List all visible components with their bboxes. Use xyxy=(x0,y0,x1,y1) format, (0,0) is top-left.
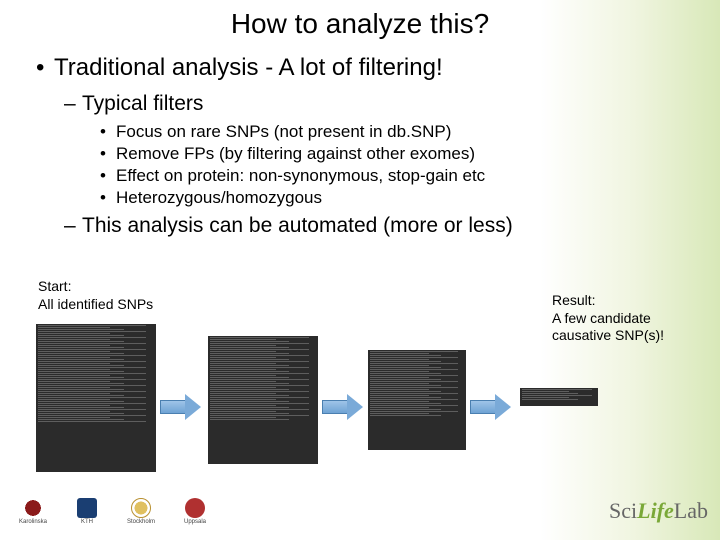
diagram-start-label: Start: All identified SNPs xyxy=(38,278,153,313)
logo-stockholm: Stockholm xyxy=(120,494,162,528)
scilife-logo: SciLifeLab xyxy=(609,498,708,524)
filter-diagram: Start: All identified SNPs Result: A few… xyxy=(28,278,692,478)
content-area: Traditional analysis - A lot of filterin… xyxy=(0,54,720,238)
arrow-2 xyxy=(322,396,362,418)
logo-label: Stockholm xyxy=(127,519,155,525)
start-line2: All identified SNPs xyxy=(38,296,153,312)
bullet-l3-zygous: Heterozygous/homozygous xyxy=(100,188,696,208)
bullet-l2-filters: Typical filters xyxy=(64,92,696,116)
logo-label: Karolinska xyxy=(19,519,47,525)
slide-title: How to analyze this? xyxy=(223,8,497,40)
screenshot-4 xyxy=(520,388,598,406)
bullet-l3-fps: Remove FPs (by filtering against other e… xyxy=(100,144,696,164)
brand-lab: Lab xyxy=(674,498,708,523)
logo-shape-icon xyxy=(77,498,97,518)
brand-life: Life xyxy=(637,498,674,523)
logo-uppsala: Uppsala xyxy=(174,494,216,528)
result-line2: A few candidate causative SNP(s)! xyxy=(552,310,664,344)
screenshot-1 xyxy=(36,324,156,472)
bullet-l2-automated: This analysis can be automated (more or … xyxy=(64,214,696,238)
footer: Karolinska KTH Stockholm Uppsala SciLife… xyxy=(12,490,708,532)
logo-label: Uppsala xyxy=(184,519,206,525)
slide: How to analyze this? Traditional analysi… xyxy=(0,0,720,540)
result-line1: Result: xyxy=(552,292,596,308)
bullet-l1: Traditional analysis - A lot of filterin… xyxy=(36,54,696,82)
footer-logos: Karolinska KTH Stockholm Uppsala xyxy=(12,494,216,528)
logo-shape-icon xyxy=(131,498,151,518)
logo-shape-icon xyxy=(185,498,205,518)
arrow-1 xyxy=(160,396,200,418)
brand-sci: Sci xyxy=(609,498,637,523)
bullet-l3-rare: Focus on rare SNPs (not present in db.SN… xyxy=(100,122,696,142)
bullet-l3-protein: Effect on protein: non-synonymous, stop-… xyxy=(100,166,696,186)
diagram-result-label: Result: A few candidate causative SNP(s)… xyxy=(552,292,682,345)
start-line1: Start: xyxy=(38,278,71,294)
screenshot-3 xyxy=(368,350,466,450)
logo-karolinska: Karolinska xyxy=(12,494,54,528)
arrow-3 xyxy=(470,396,510,418)
logo-label: KTH xyxy=(81,519,93,525)
screenshot-2 xyxy=(208,336,318,464)
logo-shape-icon xyxy=(23,498,43,518)
logo-kth: KTH xyxy=(66,494,108,528)
